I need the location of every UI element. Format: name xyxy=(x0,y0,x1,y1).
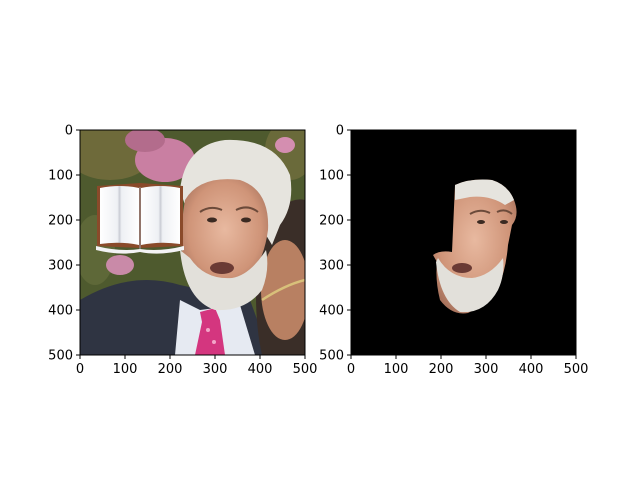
right-x-tick-label: 100 xyxy=(384,362,409,377)
right-x-tick-label: 500 xyxy=(564,362,589,377)
right-axes-frame xyxy=(350,129,577,356)
left-axes-frame xyxy=(79,129,306,356)
right-y-tick-label: 100 xyxy=(319,169,344,184)
right-y-tick-label: 500 xyxy=(319,349,344,364)
left-x-tick-label: 400 xyxy=(248,362,273,377)
photo xyxy=(80,130,305,355)
left-y-tick-label: 200 xyxy=(48,214,73,229)
right-x-tick-label: 300 xyxy=(474,362,499,377)
left-y-tick-label: 0 xyxy=(65,124,73,139)
left-y-tick-label: 300 xyxy=(48,259,73,274)
right-x-tick-label: 200 xyxy=(429,362,454,377)
right-y-tick-label: 400 xyxy=(319,304,344,319)
left-x-tick-label: 500 xyxy=(293,362,318,377)
left-y-tick-label: 400 xyxy=(48,304,73,319)
right-x-tick-label: 400 xyxy=(519,362,544,377)
left-y-tick-label: 100 xyxy=(48,169,73,184)
right-y-tick-label: 300 xyxy=(319,259,344,274)
right-y-tick-label: 0 xyxy=(336,124,344,139)
right-y-tick-label: 200 xyxy=(319,214,344,229)
right-x-tick-label: 0 xyxy=(347,362,355,377)
left-y-tick-label: 500 xyxy=(48,349,73,364)
left-x-tick-label: 100 xyxy=(113,362,138,377)
left-x-tick-label: 300 xyxy=(203,362,228,377)
left-x-tick-label: 0 xyxy=(76,362,84,377)
open-book-icon xyxy=(96,183,184,254)
left-x-tick-label: 200 xyxy=(158,362,183,377)
mask-image xyxy=(351,130,576,355)
